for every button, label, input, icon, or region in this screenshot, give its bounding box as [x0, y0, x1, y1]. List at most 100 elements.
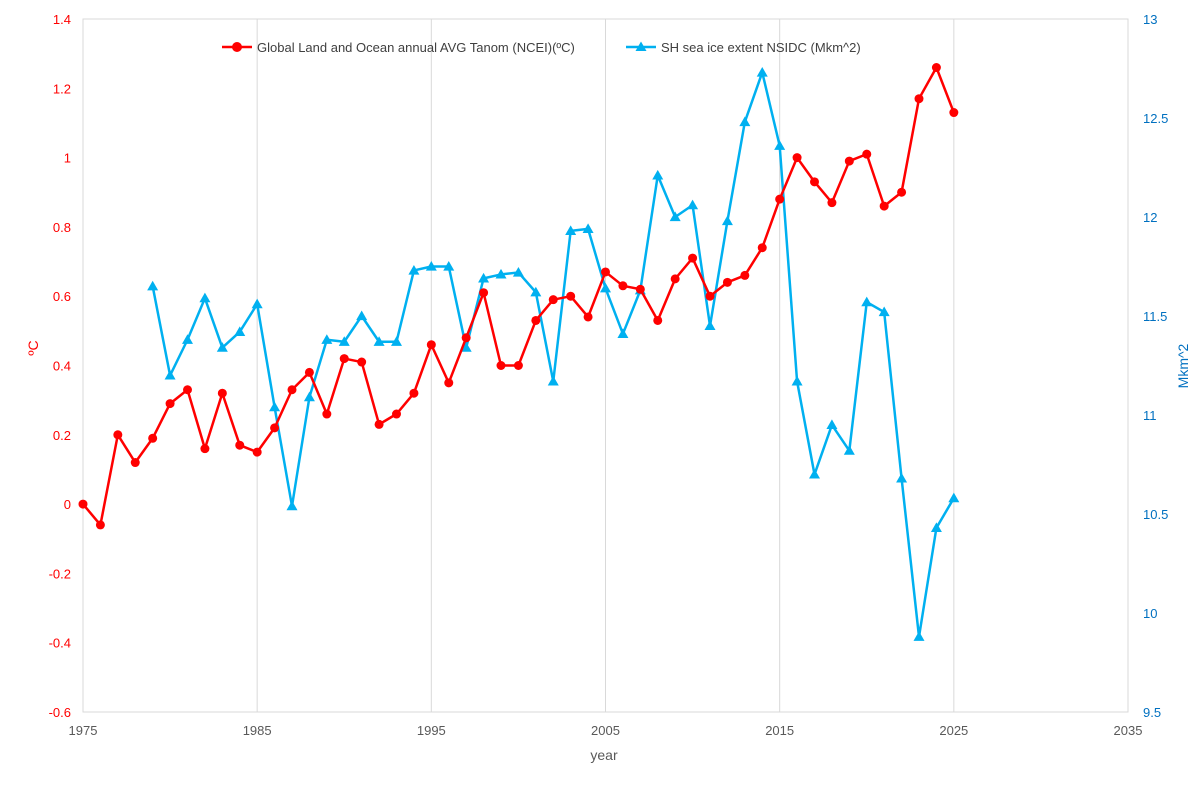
left-y-tick-label: -0.2: [49, 566, 71, 581]
data-point-sea-ice: [251, 298, 263, 309]
data-point-temperature: [252, 447, 262, 457]
legend-marker-sea-ice: [635, 41, 647, 51]
data-point-temperature: [810, 177, 819, 187]
data-point-temperature: [949, 108, 959, 118]
data-point-sea-ice: [199, 292, 211, 303]
data-point-sea-ice: [687, 199, 699, 210]
series-sea-ice: [147, 66, 960, 641]
data-point-temperature: [165, 399, 175, 409]
plot-area-border: [82, 18, 1129, 713]
data-point-temperature: [531, 315, 541, 325]
left-y-axis-ticks: -0.6 -0.4 -0.2 0 0.2 0.4 0.6 0.8 1 1.2 1.4: [49, 12, 71, 720]
left-y-tick-label: 0.2: [53, 428, 71, 443]
data-point-temperature: [775, 194, 785, 204]
data-point-sea-ice: [948, 492, 960, 503]
x-tick-label: 1995: [417, 723, 446, 738]
data-point-sea-ice: [286, 500, 298, 511]
data-point-sea-ice: [443, 261, 455, 271]
data-point-sea-ice: [600, 282, 611, 293]
left-y-tick-label: -0.4: [49, 636, 71, 651]
data-point-temperature: [635, 284, 645, 294]
data-point-sea-ice: [495, 268, 507, 279]
data-point-sea-ice: [338, 336, 350, 346]
left-y-tick-label: 1.2: [53, 81, 71, 96]
data-point-temperature: [792, 153, 802, 163]
legend-label-temperature: Global Land and Ocean annual AVG Tanom (…: [257, 40, 575, 55]
data-point-sea-ice: [356, 310, 368, 321]
data-point-sea-ice: [774, 140, 786, 150]
data-point-temperature: [183, 385, 192, 395]
data-point-sea-ice: [826, 419, 838, 430]
data-point-sea-ice: [321, 334, 333, 344]
left-y-tick-label: -0.6: [49, 705, 71, 720]
data-point-temperature: [914, 94, 924, 104]
data-point-sea-ice: [303, 391, 315, 402]
data-point-temperature: [409, 388, 419, 398]
data-point-sea-ice: [652, 169, 664, 180]
data-point-sea-ice: [512, 266, 524, 277]
data-point-temperature: [461, 333, 471, 343]
data-point-sea-ice: [669, 211, 681, 222]
x-axis-ticks: 1975 1985 1995 2005 2015 2025 2035: [69, 723, 1143, 738]
data-point-temperature: [705, 291, 715, 301]
data-point-sea-ice: [530, 286, 542, 297]
right-y-tick-label: 12.5: [1143, 111, 1168, 126]
legend-marker-temperature: [232, 42, 242, 52]
left-y-tick-label: 0.6: [53, 289, 71, 304]
data-point-temperature: [757, 243, 767, 253]
x-tick-label: 1985: [243, 723, 272, 738]
data-point-temperature: [200, 444, 210, 454]
data-point-temperature: [357, 357, 367, 367]
x-axis-title: year: [590, 747, 618, 763]
right-y-tick-label: 10: [1143, 606, 1157, 621]
right-y-tick-label: 11.5: [1143, 309, 1167, 324]
data-point-sea-ice: [460, 342, 472, 352]
x-tick-label: 2025: [939, 723, 968, 738]
data-point-temperature: [270, 423, 280, 433]
data-point-temperature: [392, 409, 401, 419]
data-point-sea-ice: [269, 401, 281, 412]
data-point-temperature: [879, 201, 889, 211]
legend-label-sea-ice: SH sea ice extent NSIDC (Mkm^2): [661, 40, 861, 55]
left-y-tick-label: 0.8: [53, 220, 71, 235]
data-point-sea-ice: [391, 336, 402, 346]
data-point-temperature: [548, 295, 558, 305]
data-point-sea-ice: [582, 223, 594, 234]
data-point-sea-ice: [617, 328, 629, 338]
data-point-temperature: [339, 354, 349, 364]
data-point-sea-ice: [721, 215, 733, 226]
data-point-temperature: [722, 277, 732, 287]
data-point-sea-ice: [408, 264, 420, 275]
data-point-temperature: [217, 388, 227, 398]
legend-entry-sea-ice: SH sea ice extent NSIDC (Mkm^2): [626, 40, 861, 55]
x-tick-label: 1975: [69, 723, 98, 738]
data-point-sea-ice: [843, 445, 855, 455]
data-point-sea-ice: [913, 631, 925, 641]
data-point-sea-ice: [861, 296, 873, 307]
data-point-sea-ice: [878, 306, 890, 317]
data-point-sea-ice: [791, 375, 803, 386]
data-point-temperature: [931, 63, 941, 73]
data-point-sea-ice: [234, 326, 246, 336]
x-tick-label: 2035: [1114, 723, 1143, 738]
data-point-temperature: [827, 198, 837, 208]
data-point-temperature: [130, 458, 140, 468]
left-y-tick-label: 0.4: [53, 359, 71, 374]
data-point-sea-ice: [425, 261, 437, 271]
data-point-temperature: [583, 312, 593, 322]
data-point-temperature: [235, 440, 245, 450]
left-y-tick-label: 1: [64, 151, 71, 166]
x-tick-label: 2015: [765, 723, 794, 738]
data-point-temperature: [479, 288, 489, 298]
data-point-sea-ice: [147, 280, 159, 291]
data-point-temperature: [287, 385, 297, 395]
data-point-temperature: [670, 274, 680, 284]
data-point-sea-ice: [896, 472, 908, 483]
data-point-temperature: [426, 340, 436, 350]
data-point-sea-ice: [164, 369, 176, 380]
right-y-tick-label: 12: [1143, 210, 1157, 225]
legend: Global Land and Ocean annual AVG Tanom (…: [222, 40, 861, 55]
right-y-tick-label: 11: [1143, 408, 1157, 423]
